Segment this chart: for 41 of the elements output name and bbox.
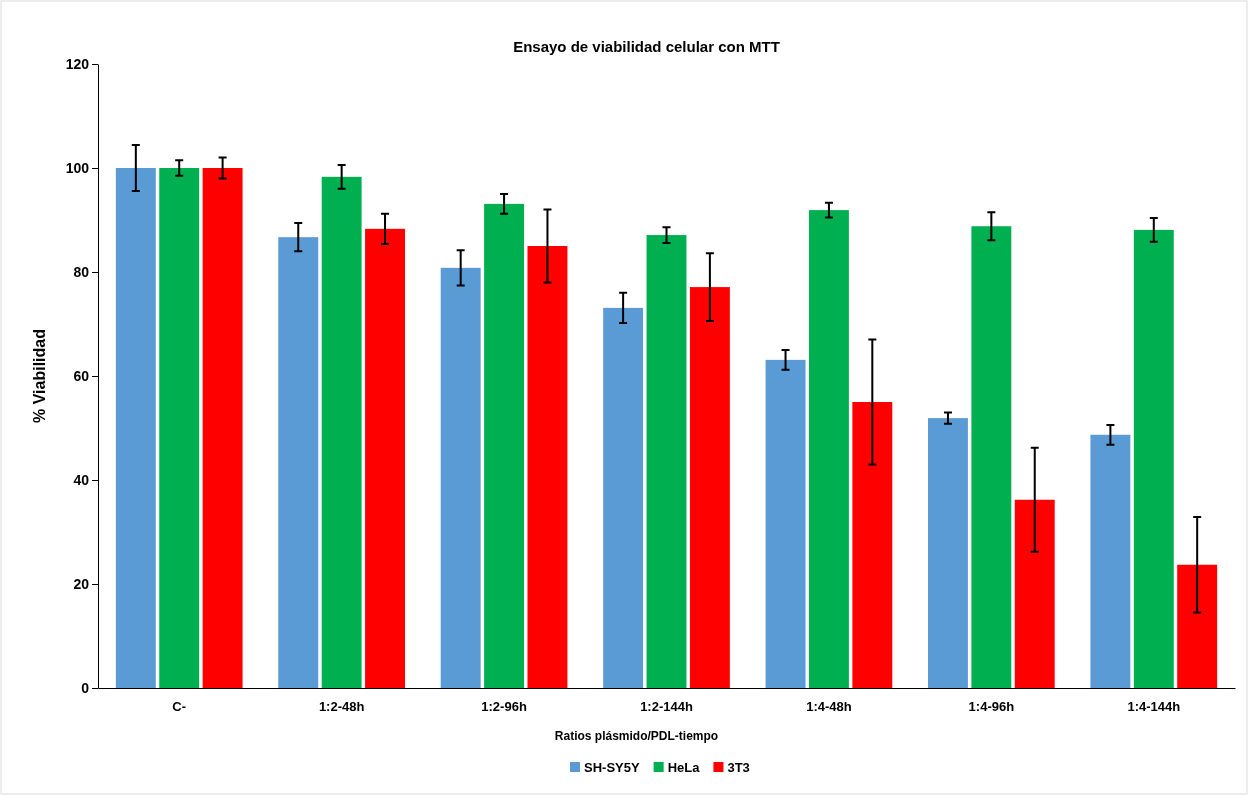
- chart-title: Ensayo de viabilidad celular con MTT: [513, 38, 780, 55]
- bar: [852, 402, 893, 688]
- bar: [1177, 564, 1218, 688]
- legend-label: SH-SY5Y: [584, 760, 640, 775]
- bar: [646, 235, 687, 688]
- bar: [365, 228, 405, 688]
- bar: [115, 168, 156, 688]
- y-axis-title: % Viabilidad: [31, 329, 48, 423]
- bar: [689, 287, 730, 688]
- bar: [527, 246, 568, 688]
- y-tick-label: 100: [65, 159, 90, 176]
- x-tick-label: 1:4-144h: [1127, 699, 1181, 715]
- bar: [1014, 499, 1055, 688]
- bar: [321, 176, 362, 688]
- bar: [808, 210, 849, 688]
- x-tick-label: 1:2-96h: [481, 699, 527, 715]
- bar: [928, 418, 968, 688]
- x-axis-title: Ratios plásmido/PDL-tiempo: [554, 729, 719, 743]
- bar: [484, 203, 525, 688]
- x-tick-label: 1:4-48h: [806, 699, 852, 715]
- x-tick-label: 1:2-144h: [640, 699, 693, 715]
- bar: [765, 359, 806, 688]
- x-tick-label: 1:4-96h: [968, 699, 1015, 715]
- bar: [1133, 229, 1174, 688]
- bar: [1090, 434, 1131, 688]
- bar: [278, 237, 319, 688]
- bar: [159, 168, 200, 688]
- y-tick-label: 120: [65, 55, 90, 72]
- bar: [971, 226, 1012, 688]
- x-tick-label: C-: [172, 699, 187, 715]
- y-tick-label: 40: [73, 471, 90, 488]
- y-tick-label: 80: [73, 263, 90, 280]
- bar: [202, 168, 243, 688]
- x-tick-label: 1:2-48h: [318, 699, 365, 715]
- y-tick-label: 60: [73, 367, 90, 384]
- legend-label: 3T3: [727, 760, 750, 775]
- y-tick-label: 0: [81, 679, 90, 696]
- bar: [440, 267, 481, 688]
- bar: [603, 307, 644, 688]
- legend-label: HeLa: [667, 760, 701, 775]
- y-tick-label: 20: [73, 575, 90, 592]
